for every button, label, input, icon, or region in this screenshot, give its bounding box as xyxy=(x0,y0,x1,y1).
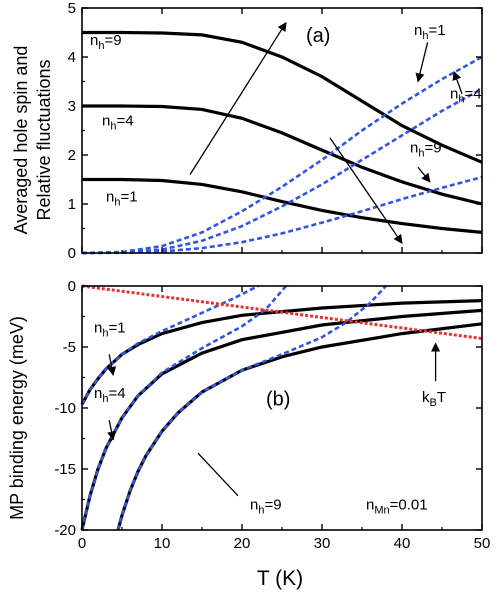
x-tick-label-4: 40 xyxy=(394,535,411,552)
pointer-nh1 xyxy=(415,42,429,83)
series-b-5 xyxy=(116,285,387,531)
panel-a-ylabel-line1: Averaged hole spin and xyxy=(11,46,31,235)
y-tick-label-b-0: -20 xyxy=(54,522,76,539)
y-tick-label-b-2: -10 xyxy=(54,400,76,417)
x-axis-label: T (K) xyxy=(257,567,303,590)
series-b-6 xyxy=(81,284,483,340)
y-tick-label-a-4: 4 xyxy=(68,49,76,66)
trend-arrow-down xyxy=(329,137,403,244)
series-b-3 xyxy=(80,284,259,405)
panel-a: 0 1 2 3 4 5 (a) nh=9 nh=4 nh=1 nh=1 nh=4 nh=9 xyxy=(68,0,483,262)
series-a-4 xyxy=(81,87,483,255)
panel-b: 0 10 20 30 40 50 -20 -15 -10 -5 0 (b) nh=1 nh=4 nh=9 kB… xyxy=(54,278,490,552)
nh4-left: nh=4 xyxy=(102,113,134,133)
y-tick-label-a-5: 5 xyxy=(68,0,76,17)
nh9-right: nh=9 xyxy=(410,140,442,160)
x-tick-label-0: 0 xyxy=(78,535,86,552)
nh9-left: nh=9 xyxy=(90,32,122,52)
x-tick-label-1: 10 xyxy=(154,535,171,552)
y-tick-label-b-4: 0 xyxy=(68,278,76,295)
y-tick-label-a-2: 2 xyxy=(68,147,76,164)
pointer-nh9 xyxy=(417,166,431,183)
y-tick-label-b-3: -5 xyxy=(63,339,76,356)
x-tick-label-3: 30 xyxy=(314,535,331,552)
series-a-1 xyxy=(82,104,483,206)
trend-arrow-up xyxy=(189,21,287,175)
plot-frame-a xyxy=(81,7,483,254)
pointer-nh9-b xyxy=(197,452,239,497)
panel-label-b: (b) xyxy=(266,389,290,411)
nmn-label: nMn=0.01 xyxy=(366,496,428,516)
nh4-right: nh=4 xyxy=(450,86,482,106)
x-tick-label-2: 20 xyxy=(234,535,251,552)
y-tick-label-a-0: 0 xyxy=(68,245,76,262)
nh1-b: nh=1 xyxy=(94,319,126,339)
panel-b-ylabel: MP binding energy (meV) xyxy=(7,316,27,520)
series-a-0 xyxy=(82,30,483,164)
kbt-label: kBT xyxy=(422,389,446,409)
pointer-nh4-b xyxy=(107,420,117,441)
y-tick-label-a-1: 1 xyxy=(68,196,76,213)
series-b-4 xyxy=(80,285,287,531)
series-a-3 xyxy=(81,55,483,255)
nh9-b: nh=9 xyxy=(250,496,282,516)
nh1-right: nh=1 xyxy=(414,22,446,42)
pointer-nh4 xyxy=(452,70,463,94)
series-a-5 xyxy=(81,175,483,255)
nh1-left: nh=1 xyxy=(106,189,138,209)
nh4-b: nh=4 xyxy=(94,385,126,405)
y-tick-label-a-3: 3 xyxy=(68,98,76,115)
pointer-nh1-b xyxy=(107,354,117,376)
panel-a-ylabel-line2: Relative fluctuations xyxy=(34,59,54,220)
series-a-2 xyxy=(82,177,483,234)
x-tick-label-5: 50 xyxy=(474,535,491,552)
panel-label-a: (a) xyxy=(306,25,330,47)
y-tick-label-b-1: -15 xyxy=(54,461,76,478)
